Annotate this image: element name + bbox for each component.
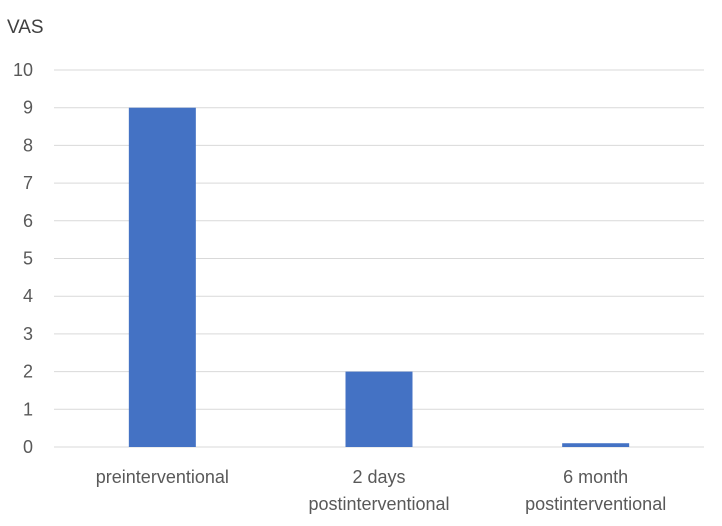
bar-1 (345, 371, 413, 447)
y-tick-label: 6 (23, 211, 33, 231)
y-tick-label: 9 (23, 98, 33, 118)
y-axis-label: VAS (7, 17, 44, 38)
y-tick-label: 1 (23, 399, 33, 419)
x-category-labels: preinterventional 2 days postinterventiona… (96, 467, 666, 514)
bar-0 (128, 107, 196, 447)
y-tick-label: 3 (23, 324, 33, 344)
y-tick-label: 4 (23, 286, 33, 306)
x-category-label: postinterventional (525, 494, 666, 514)
y-tick-label: 10 (13, 60, 33, 80)
x-category-label: postinterventional (308, 494, 449, 514)
y-tick-label: 8 (23, 135, 33, 155)
y-tick-label: 0 (23, 437, 33, 457)
x-category-label: 2 days (352, 467, 405, 487)
y-tick-label: 2 (23, 362, 33, 382)
bars (128, 107, 630, 447)
x-category-label: preinterventional (96, 467, 229, 487)
y-tick-labels: 0 1 2 3 4 5 6 7 8 9 10 (13, 60, 33, 457)
y-tick-label: 7 (23, 173, 33, 193)
bar-2 (562, 443, 630, 447)
y-tick-label: 5 (23, 249, 33, 269)
x-category-label: 6 month (563, 467, 628, 487)
